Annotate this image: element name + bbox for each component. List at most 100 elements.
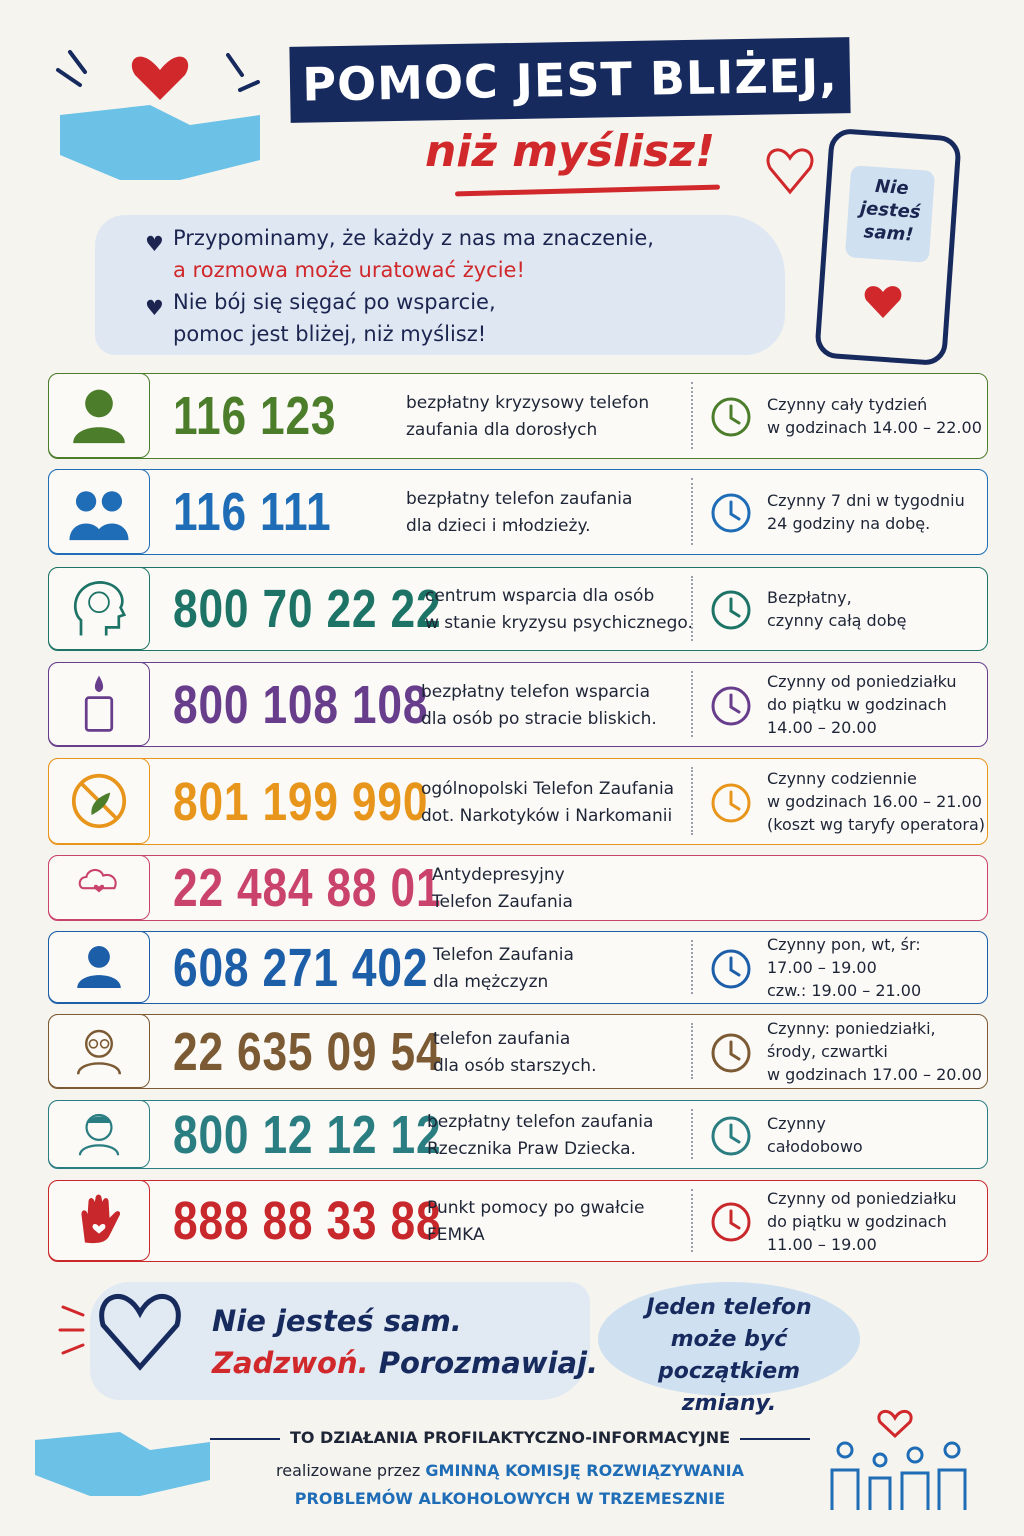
description: bezpłatny kryzysowy telefon zaufania dla … [406,390,649,444]
hours: Czynny pon, wt, śr: 17.00 – 19.00 czw.: 19… [767,933,921,1002]
clock [711,493,751,533]
clock-icon [709,684,753,732]
icon-box [48,662,150,746]
intro-line: Przypominamy, że każdy z nas ma znaczeni… [173,226,654,250]
hours-line: Czynny od poniedziałku [767,672,957,691]
separator [691,382,693,449]
hours-line: czw.: 19.00 – 21.00 [767,981,922,1000]
speech-line: może być początkiem [657,1327,801,1384]
hours-line: 17.00 – 19.00 [767,958,877,977]
description-line: ogólnopolski Telefon Zaufania [421,778,675,799]
icon-box [48,931,150,1003]
description-line: Telefon Zaufania [432,892,573,912]
heart-outline [766,148,814,195]
hours: Czynny od poniedziałku do piątku w godzin… [767,670,957,739]
rule [209,1437,280,1440]
description: bezpłatny telefon wsparcia dla osób po st… [421,679,657,733]
intro-line-emphasis: a rozmowa może uratować życie! [173,258,525,282]
description-line: FEMKA [427,1225,485,1245]
phone-number: 801 199 990 [173,771,429,832]
title-banner: POMOC JEST BLIŻEJ, [289,37,851,123]
intro-line: Nie bój się sięgać po wsparcie, [173,290,496,314]
hours-line: Czynny [767,1113,826,1133]
phone-number: 22 484 88 01 [173,858,442,918]
description-line: dla osób po stracie bliskich. [421,708,657,729]
speech-bubble: Jeden telefon może być początkiem zmiany… [598,1282,860,1416]
hours-line: Czynny cały tydzień [767,395,928,414]
row-icon [81,1194,121,1244]
phone-number: 22 635 09 54 [173,1021,442,1082]
hours: Czynny całodobowo [767,1112,863,1158]
hours-line: (koszt wg taryfy operatora) [767,815,986,834]
hours-line: w godzinach 16.00 – 21.00 [767,792,982,811]
description-line: Antydepresyjny [432,865,565,885]
clock-icon [709,947,753,995]
rule [740,1437,811,1440]
icon-box [48,469,150,554]
hands-illustration [35,1432,210,1496]
helpline-row: 116 111 bezpłatny telefon zaufania dla dzi… [48,469,988,555]
helpline-row: 22 484 88 01 Antydepresyjny Telefon Zaufan… [48,855,988,921]
icon-box [48,1180,150,1261]
row-icon [69,491,129,541]
bullet-heart: ♥ [145,232,164,256]
footer-org-line: GMINNĄ KOMISJĘ ROZWIĄZYWANIA [425,1461,744,1480]
underline [454,184,721,197]
footer-org-line: PROBLEMÓW ALKOHOLOWYCH W TRZEMESZNIE [294,1489,726,1508]
description: Telefon Zaufania dla mężczyzn [433,942,574,996]
helpline-row: 608 271 402 Telefon Zaufania dla mężczyzn C… [48,931,988,1004]
hours-line: Czynny: poniedziałki, [767,1019,936,1038]
hours-line: całodobowo [767,1136,863,1156]
slogan-line: Nie jesteś sam. [212,1304,462,1338]
hours-line: Bezpłatny, [767,588,852,607]
clock [711,783,751,822]
clock [711,949,751,988]
hours: Bezpłatny, czynny całą dobę [767,586,906,632]
phone-number: 800 108 108 [173,674,429,735]
footer-heading-wrap: TO DZIAŁANIA PROFILAKTYCZNO-INFORMACYJNE [200,1428,820,1447]
speech-line: Jeden telefon [646,1295,812,1320]
clock [711,1033,751,1072]
row-icon [78,868,117,893]
row-icon [77,946,121,988]
description: Punkt pomocy po gwałcie FEMKA [427,1195,644,1249]
description: ogólnopolski Telefon Zaufania dot. Narkot… [421,776,674,830]
helpline-row: 116 123 bezpłatny kryzysowy telefon zaufan… [48,373,988,459]
description-line: bezpłatny telefon wsparcia [421,681,651,702]
hours-line: Czynny codziennie [767,769,917,788]
phone-number: 888 88 33 88 [173,1191,442,1251]
description-line: Telefon Zaufania [433,944,574,965]
hours-line: Czynny 7 dni w tygodniu [767,491,965,510]
separator [691,767,693,835]
hours: Czynny codziennie w godzinach 16.00 – 21.… [767,767,985,836]
clock-icon [709,1200,753,1248]
clock-icon [709,395,753,443]
description: centrum wsparcia dla osób w stanie kryzys… [425,583,693,637]
hours-line: do piątku w godzinach [767,1211,947,1231]
phone-number: 800 12 12 12 [173,1104,442,1165]
hours: Czynny cały tydzień w godzinach 14.00 – 2… [767,393,982,439]
intro-line: pomoc jest bliżej, niż myślisz! [173,322,487,346]
description-line: bezpłatny kryzysowy telefon [406,393,650,413]
description-line: centrum wsparcia dla osób [425,586,655,606]
clock [711,1202,751,1242]
title-line1: POMOC JEST BLIŻEJ, [301,48,839,112]
intro-background [95,215,785,355]
icon-box [48,567,150,650]
helpline-row: 800 12 12 12 bezpłatny telefon zaufania Rz… [48,1100,988,1169]
hours: Czynny od poniedziałku do piątku w godzin… [767,1187,957,1256]
phone-bubble: Nie jesteś sam! [844,165,936,263]
clock [711,397,751,437]
separator [691,671,693,737]
hours-line: 11.00 – 19.00 [767,1234,877,1254]
separator [691,1189,693,1252]
description-line: dot. Narkotyków i Narkomanii [421,805,673,826]
description-line: w stanie kryzysu psychicznego. [425,613,693,633]
description-line: Rzecznika Praw Dziecka. [427,1138,636,1159]
description-line: Punkt pomocy po gwałcie [427,1198,645,1218]
helpline-row: 22 635 09 54 telefon zaufania dla osób sta… [48,1014,988,1089]
description: telefon zaufania dla osób starszych. [433,1026,596,1080]
speech-line: zmiany. [681,1391,777,1416]
description-line: bezpłatny telefon zaufania [406,489,633,509]
